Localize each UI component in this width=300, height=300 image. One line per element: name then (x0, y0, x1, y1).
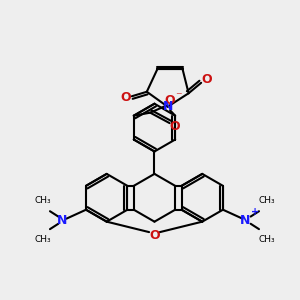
Text: O: O (121, 91, 131, 104)
Text: CH₃: CH₃ (258, 235, 275, 244)
Text: O: O (202, 73, 212, 86)
Text: N: N (57, 214, 67, 227)
Text: O: O (164, 94, 175, 107)
Text: CH₃: CH₃ (258, 196, 275, 205)
Text: O: O (149, 229, 160, 242)
Text: +: + (251, 207, 260, 217)
Text: N: N (240, 214, 251, 227)
Text: N: N (163, 100, 173, 113)
Text: ⁻: ⁻ (175, 90, 182, 103)
Text: O: O (170, 120, 180, 133)
Text: CH₃: CH₃ (34, 196, 51, 205)
Text: CH₃: CH₃ (34, 235, 51, 244)
